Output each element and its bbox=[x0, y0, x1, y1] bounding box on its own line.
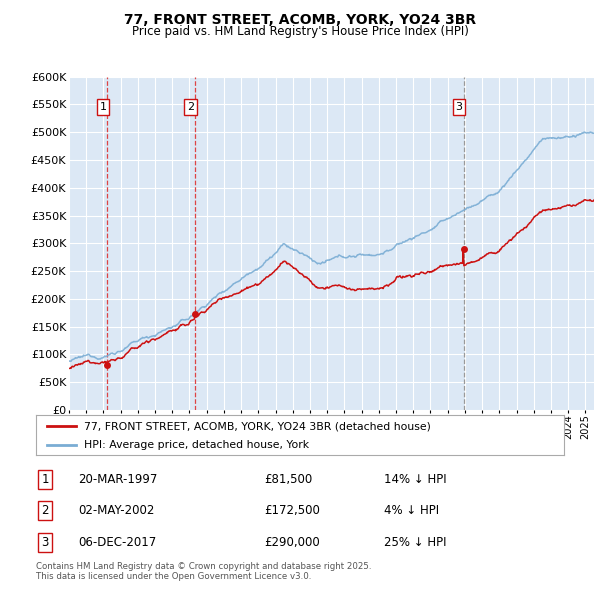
Text: 1: 1 bbox=[100, 102, 106, 112]
Text: Price paid vs. HM Land Registry's House Price Index (HPI): Price paid vs. HM Land Registry's House … bbox=[131, 25, 469, 38]
Text: 02-MAY-2002: 02-MAY-2002 bbox=[78, 504, 154, 517]
Text: 77, FRONT STREET, ACOMB, YORK, YO24 3BR: 77, FRONT STREET, ACOMB, YORK, YO24 3BR bbox=[124, 13, 476, 27]
Text: 1: 1 bbox=[41, 473, 49, 486]
Text: 25% ↓ HPI: 25% ↓ HPI bbox=[384, 536, 446, 549]
Text: HPI: Average price, detached house, York: HPI: Average price, detached house, York bbox=[83, 440, 308, 450]
Text: £290,000: £290,000 bbox=[264, 536, 320, 549]
Text: 4% ↓ HPI: 4% ↓ HPI bbox=[384, 504, 439, 517]
Text: 14% ↓ HPI: 14% ↓ HPI bbox=[384, 473, 446, 486]
Text: 3: 3 bbox=[455, 102, 463, 112]
Text: 06-DEC-2017: 06-DEC-2017 bbox=[78, 536, 156, 549]
Text: 20-MAR-1997: 20-MAR-1997 bbox=[78, 473, 157, 486]
Text: Contains HM Land Registry data © Crown copyright and database right 2025.
This d: Contains HM Land Registry data © Crown c… bbox=[36, 562, 371, 581]
Text: 2: 2 bbox=[41, 504, 49, 517]
Text: 3: 3 bbox=[41, 536, 49, 549]
Text: 77, FRONT STREET, ACOMB, YORK, YO24 3BR (detached house): 77, FRONT STREET, ACOMB, YORK, YO24 3BR … bbox=[83, 421, 430, 431]
Text: 2: 2 bbox=[187, 102, 194, 112]
Text: £81,500: £81,500 bbox=[264, 473, 312, 486]
Text: £172,500: £172,500 bbox=[264, 504, 320, 517]
